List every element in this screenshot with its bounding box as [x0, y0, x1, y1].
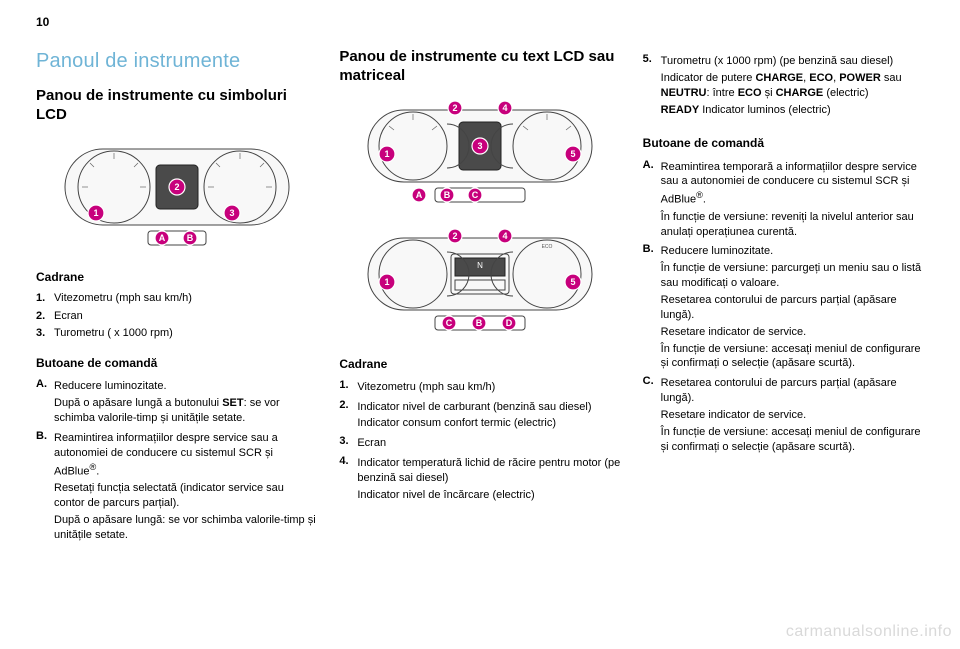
marker-2: 2 [452, 231, 457, 241]
svg-text:ECO: ECO [542, 244, 553, 250]
marker-A: A [416, 190, 423, 200]
page-number: 10 [36, 14, 49, 30]
list-item: 3.Turometru ( x 1000 rpm) [36, 326, 317, 341]
marker-C: C [472, 190, 479, 200]
cadrane-list: 1.Vitezometru (mph sau km/h)2.Indicator … [339, 378, 620, 503]
column-2: Panou de instrumente cu text LCD sau mat… [339, 48, 620, 546]
marker-5: 5 [570, 277, 575, 287]
butoane-heading: Butoane de comandă [643, 135, 924, 151]
list-item: 3.Ecran [339, 434, 620, 451]
marker-1: 1 [384, 149, 389, 159]
cadrane-heading: Cadrane [339, 356, 620, 372]
list-item: B.Reducere luminozitate.În funcție de ve… [643, 242, 924, 371]
instrument-cluster-lcd-text: 2 4 1 3 5 A B C [365, 96, 595, 214]
list-marker: A. [643, 158, 661, 240]
marker-3: 3 [477, 141, 482, 151]
list-text: Indicator temperatură lichid de răcire p… [357, 454, 620, 503]
list-item: A.Reducere luminozitate.După o apăsare l… [36, 377, 317, 426]
list-item: 1.Vitezometru (mph sau km/h) [339, 378, 620, 395]
marker-B: B [444, 190, 451, 200]
marker-5: 5 [570, 149, 575, 159]
list-item: 1.Vitezometru (mph sau km/h) [36, 291, 317, 306]
list-text: Turometru ( x 1000 rpm) [54, 326, 317, 341]
instrument-cluster-matrix: N ECO 2 4 1 5 C B D [365, 224, 595, 342]
list-text: Indicator nivel de carburant (benzină sa… [357, 398, 620, 432]
column-3: 5.Turometru (x 1000 rpm) (pe benzină sau… [643, 48, 924, 546]
list-marker: B. [643, 242, 661, 371]
cadrane-heading: Cadrane [36, 269, 317, 285]
content-columns: Panoul de instrumente Panou de instrumen… [0, 0, 960, 546]
marker-C: C [446, 318, 453, 328]
list-text: Ecran [54, 309, 317, 324]
marker-3: 3 [229, 208, 234, 218]
marker-4: 4 [502, 231, 507, 241]
marker-1: 1 [384, 277, 389, 287]
marker-1: 1 [93, 208, 98, 218]
instrument-cluster-lcd-symbols: 1 2 3 A B [62, 135, 292, 255]
marker-2: 2 [174, 182, 179, 192]
list-text: Vitezometru (mph sau km/h) [357, 378, 620, 395]
list-marker: 4. [339, 454, 357, 503]
marker-B: B [186, 233, 193, 243]
list-item: 5.Turometru (x 1000 rpm) (pe benzină sau… [643, 52, 924, 117]
list-text: Turometru (x 1000 rpm) (pe benzină sau d… [661, 52, 924, 117]
list-marker: 3. [36, 326, 54, 341]
svg-text:N: N [477, 261, 483, 270]
list-item: B.Reamintirea informațiilor despre servi… [36, 429, 317, 543]
list-marker: 5. [643, 52, 661, 117]
list-text: Reamintirea informațiilor despre service… [54, 429, 317, 543]
subsection-title: Panou de instrumente cu text LCD sau mat… [339, 48, 620, 86]
list-marker: 2. [36, 309, 54, 324]
list-text: Resetarea contorului de parcurs parțial … [661, 374, 924, 454]
list-item: A.Reamintirea temporară a informațiilor … [643, 158, 924, 240]
watermark: carmanualsonline.info [786, 621, 952, 643]
list-text: Vitezometru (mph sau km/h) [54, 291, 317, 306]
list-marker: A. [36, 377, 54, 426]
list-text: Reamintirea temporară a informațiilor de… [661, 158, 924, 240]
cadrane-list: 1.Vitezometru (mph sau km/h)2.Ecran3.Tur… [36, 291, 317, 342]
butoane-list: A.Reamintirea temporară a informațiilor … [643, 158, 924, 455]
subsection-title: Panou de instrumente cu simboluri LCD [36, 87, 317, 125]
list-marker: 1. [339, 378, 357, 395]
marker-A: A [158, 233, 165, 243]
marker-B: B [476, 318, 483, 328]
list-marker: 1. [36, 291, 54, 306]
cadrane-list-cont: 5.Turometru (x 1000 rpm) (pe benzină sau… [643, 52, 924, 117]
list-text: Reducere luminozitate.În funcție de vers… [661, 242, 924, 371]
list-text: Reducere luminozitate.După o apăsare lun… [54, 377, 317, 426]
list-item: 4.Indicator temperatură lichid de răcire… [339, 454, 620, 503]
list-item: 2.Ecran [36, 309, 317, 324]
list-item: C.Resetarea contorului de parcurs parția… [643, 374, 924, 454]
butoane-heading: Butoane de comandă [36, 355, 317, 371]
list-marker: C. [643, 374, 661, 454]
section-title: Panoul de instrumente [36, 48, 317, 75]
list-marker: 2. [339, 398, 357, 432]
column-1: Panoul de instrumente Panou de instrumen… [36, 48, 317, 546]
list-marker: 3. [339, 434, 357, 451]
marker-D: D [506, 318, 513, 328]
marker-2: 2 [452, 103, 457, 113]
list-item: 2.Indicator nivel de carburant (benzină … [339, 398, 620, 432]
marker-4: 4 [502, 103, 507, 113]
list-marker: B. [36, 429, 54, 543]
list-text: Ecran [357, 434, 620, 451]
butoane-list: A.Reducere luminozitate.După o apăsare l… [36, 377, 317, 542]
